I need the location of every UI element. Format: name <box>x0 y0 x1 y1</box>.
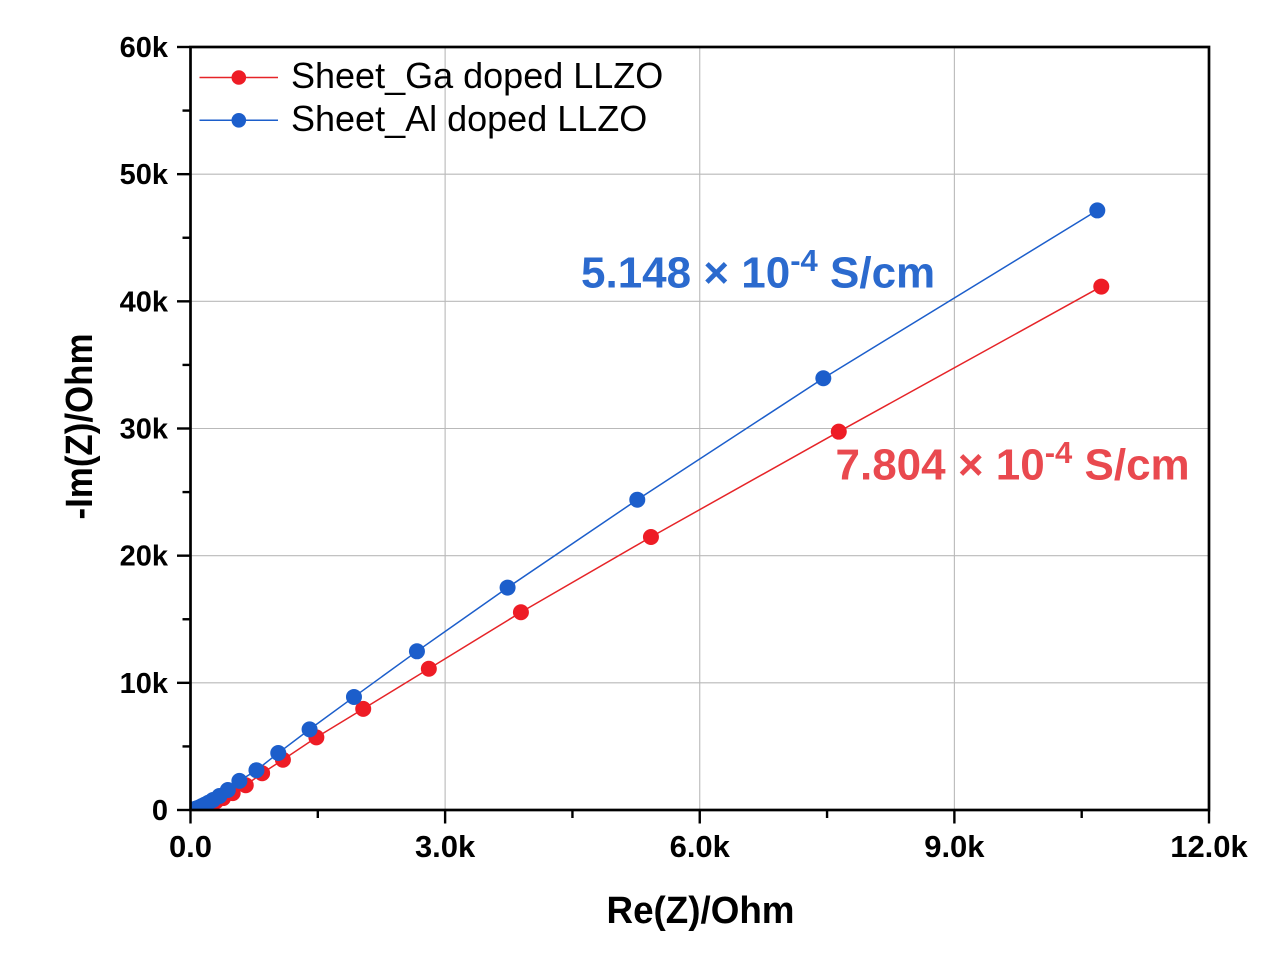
svg-text:0.0: 0.0 <box>169 829 212 864</box>
svg-text:10k: 10k <box>120 668 169 700</box>
svg-text:5.148 × 10-4 S/cm: 5.148 × 10-4 S/cm <box>581 243 935 298</box>
svg-text:9.0k: 9.0k <box>924 829 985 864</box>
svg-text:30k: 30k <box>120 414 169 446</box>
svg-text:50k: 50k <box>120 159 169 191</box>
svg-text:40k: 40k <box>120 286 169 318</box>
svg-text:60k: 60k <box>120 32 169 64</box>
svg-text:20k: 20k <box>120 541 169 573</box>
svg-text:12.0k: 12.0k <box>1170 829 1248 864</box>
svg-text:Re(Z)/Ohm: Re(Z)/Ohm <box>607 890 795 932</box>
svg-text:Sheet_Al doped LLZO: Sheet_Al doped LLZO <box>291 98 647 139</box>
svg-text:-Im(Z)/Ohm: -Im(Z)/Ohm <box>59 334 101 520</box>
svg-text:7.804 × 10-4 S/cm: 7.804 × 10-4 S/cm <box>836 435 1190 490</box>
svg-text:0: 0 <box>152 795 168 827</box>
svg-text:Sheet_Ga doped LLZO: Sheet_Ga doped LLZO <box>291 55 663 96</box>
svg-text:6.0k: 6.0k <box>670 829 731 864</box>
svg-text:3.0k: 3.0k <box>415 829 476 864</box>
